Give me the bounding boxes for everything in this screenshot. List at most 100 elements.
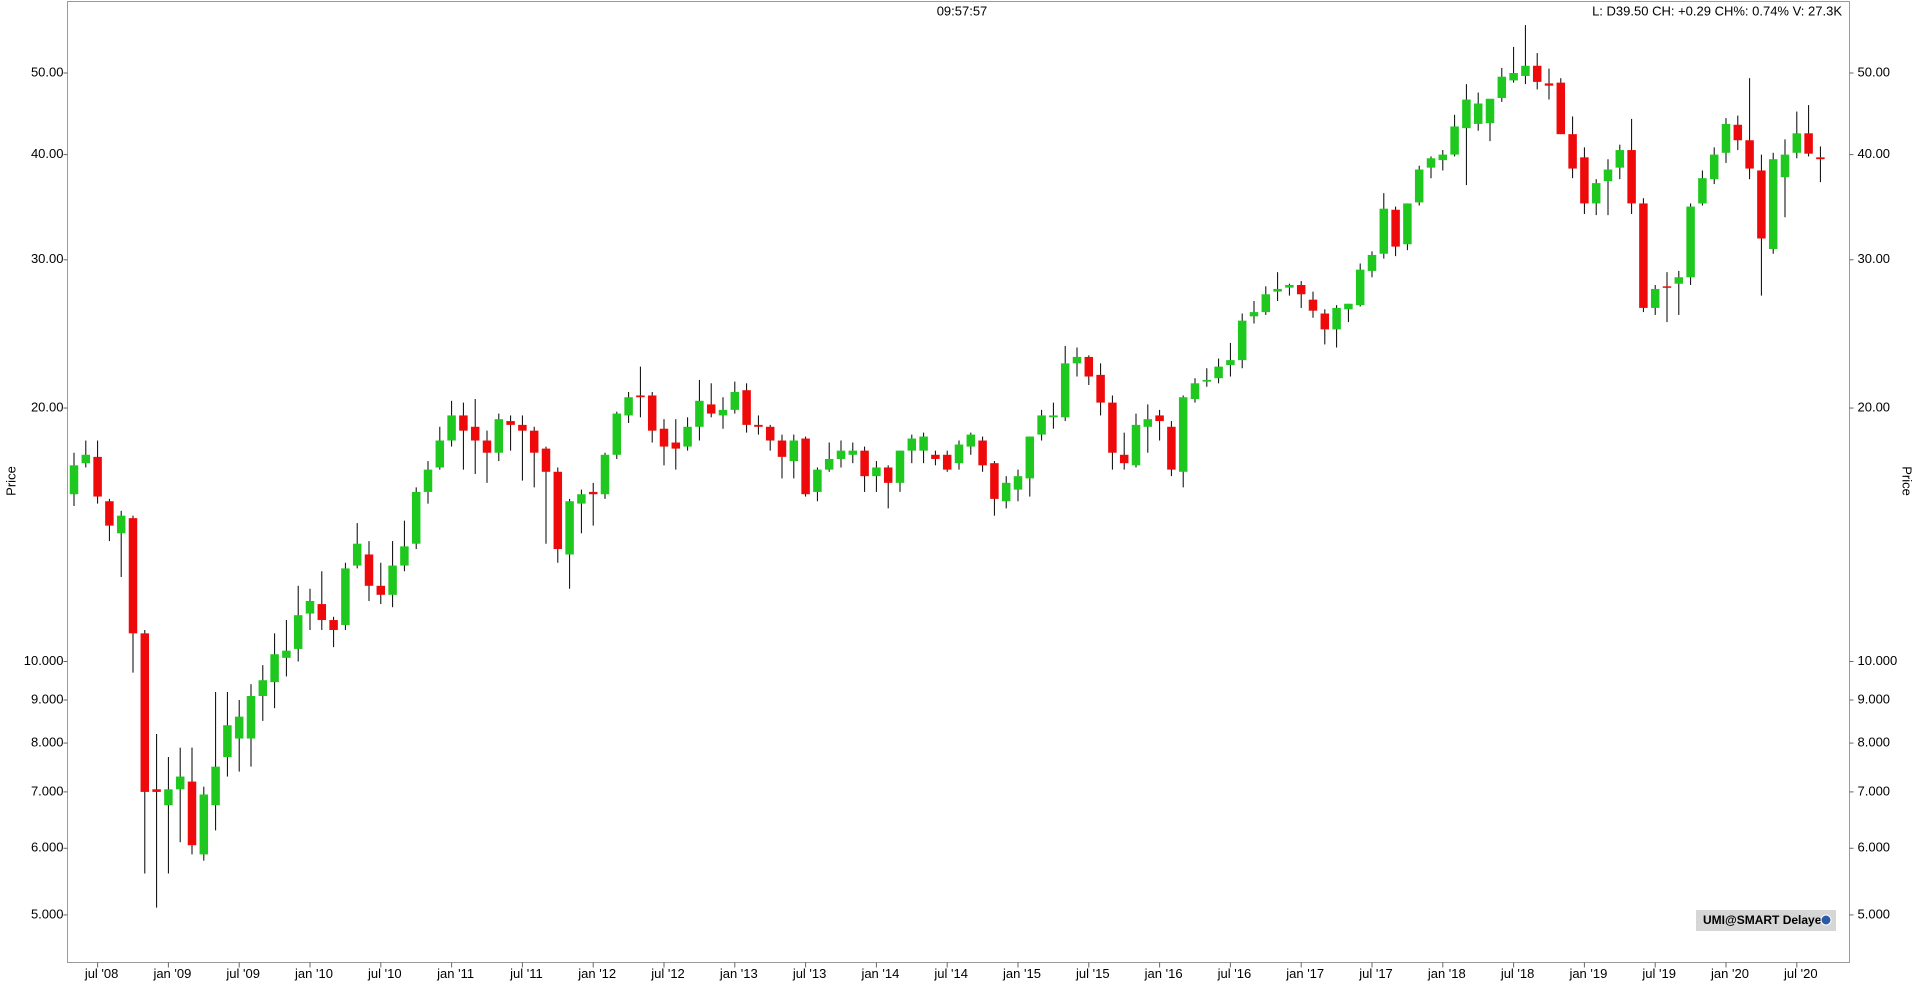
y-tick-label: 50.00	[31, 64, 64, 79]
candle-body	[1013, 476, 1023, 490]
candle-body	[494, 419, 504, 453]
candle-body	[164, 789, 173, 806]
quote-info: L: D39.50 CH: +0.29 CH%: 0.74% V: 27.3K	[1592, 3, 1842, 18]
candle-body	[931, 454, 940, 459]
candle-body	[577, 494, 586, 504]
candle-body	[187, 781, 197, 846]
x-tick-label: jul '08	[84, 966, 119, 981]
candle-body	[105, 501, 114, 526]
candle-body	[612, 413, 622, 455]
candle-body	[1237, 320, 1247, 361]
candle-body	[1544, 83, 1554, 86]
candle-body	[423, 469, 433, 492]
x-tick-label: jan '20	[1710, 966, 1749, 981]
candle-body	[765, 426, 775, 441]
candle-body	[541, 448, 551, 472]
candle-body	[1745, 140, 1754, 169]
y-tick-label: 7.000	[31, 783, 64, 798]
candle-body	[400, 546, 409, 566]
y-tick-label-right: 6.000	[1858, 840, 1891, 855]
candle-body	[813, 469, 822, 492]
candle-body	[1072, 356, 1082, 364]
candle-body	[1674, 277, 1684, 284]
candle-body	[860, 450, 869, 477]
candle-body	[1686, 206, 1695, 278]
candle-body	[565, 501, 574, 555]
y-tick-label: 20.00	[31, 399, 64, 414]
x-tick-label: jan '14	[860, 966, 899, 981]
candle-body	[152, 789, 161, 792]
candle-body	[234, 716, 244, 739]
badge-box	[1696, 910, 1836, 931]
candle-body	[1285, 285, 1294, 288]
candle-body	[1001, 482, 1011, 502]
candle-body	[1816, 157, 1825, 160]
candle-body	[872, 467, 881, 477]
candle-body	[1261, 294, 1271, 313]
candle-body	[128, 518, 138, 634]
x-tick-label: jan '10	[294, 966, 333, 981]
candle-body	[1025, 436, 1035, 479]
candle-body	[1485, 98, 1495, 124]
candle-body	[364, 554, 374, 586]
y-tick-label-right: 9.000	[1858, 691, 1891, 706]
x-tick-label: jan '11	[436, 966, 474, 981]
candle-body	[636, 395, 645, 398]
candle-body	[883, 467, 893, 483]
candle-body	[140, 633, 150, 792]
candle-body	[246, 695, 256, 739]
candle-body	[1556, 82, 1566, 135]
candle-body	[1450, 126, 1459, 155]
candle-body	[211, 766, 220, 806]
y-tick-label-right: 20.00	[1858, 399, 1891, 414]
candle-body	[718, 409, 728, 416]
y-tick-label-right: 50.00	[1858, 64, 1891, 79]
candle-body	[742, 390, 751, 425]
candle-body	[1214, 366, 1223, 379]
candle-body	[1414, 169, 1424, 203]
candle-body	[1521, 65, 1530, 76]
candle-body	[907, 438, 917, 451]
candle-body	[600, 454, 610, 495]
candle-body	[270, 654, 279, 683]
badge-group: UMI@SMART Delayed	[1696, 910, 1836, 931]
x-tick-label: jan '19	[1568, 966, 1607, 981]
candle-body	[1757, 170, 1766, 239]
candle-body	[1143, 419, 1153, 427]
candle-body	[482, 440, 492, 453]
candle-body	[553, 471, 563, 550]
candle-body	[506, 421, 515, 425]
candle-body	[1320, 313, 1330, 330]
candle-body	[647, 395, 657, 431]
candle-body	[1131, 424, 1141, 466]
candle-body	[352, 543, 362, 566]
candle-body	[529, 430, 539, 453]
candle-body	[1591, 183, 1601, 204]
candle-body	[1438, 154, 1448, 161]
candle-body	[1202, 379, 1212, 382]
x-tick-label: jul '15	[1075, 966, 1110, 981]
candle-body	[1627, 150, 1636, 204]
candle-body	[990, 463, 999, 499]
candle-body	[624, 397, 633, 416]
clock: 09:57:57	[937, 3, 988, 18]
y-tick-label-right: 7.000	[1858, 783, 1891, 798]
candle-body	[1249, 312, 1259, 317]
y-tick-label-right: 40.00	[1858, 146, 1891, 161]
badge-text: UMI@SMART Delayed	[1703, 913, 1829, 927]
badge-icon	[1820, 914, 1832, 926]
candle-body	[1190, 383, 1200, 400]
candle-body	[1037, 415, 1046, 435]
candle-body	[695, 400, 704, 427]
x-tick-label: jan '13	[719, 966, 758, 981]
candle-body	[93, 456, 102, 497]
candle-body	[1119, 454, 1129, 464]
candle-body	[388, 565, 397, 595]
x-tick-label: jul '12	[650, 966, 685, 981]
y-tick-label: 40.00	[31, 146, 64, 161]
candle-body	[258, 680, 268, 696]
x-tick-label: jan '09	[152, 966, 191, 981]
candle-body	[1568, 134, 1577, 169]
